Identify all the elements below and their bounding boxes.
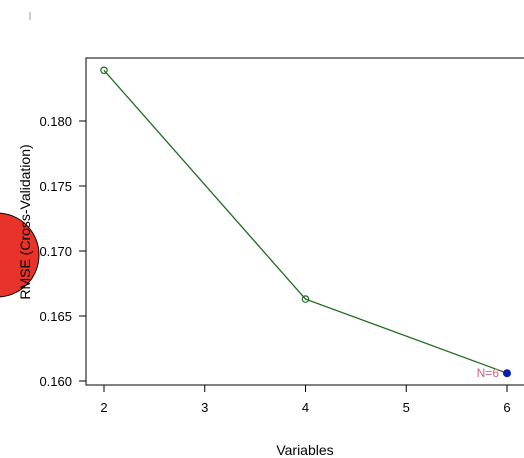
x-tick-label: 3 (201, 400, 208, 415)
highlight-label: N=6 (477, 366, 500, 380)
data-point (301, 295, 310, 303)
y-axis-title: RMSE (Cross-Validation) (17, 144, 33, 299)
series-line-group (103, 69, 508, 374)
y-axis-ticks: 0.160 0.165 0.170 0.175 0.180 (39, 114, 86, 389)
x-tick-label: 5 (403, 400, 410, 415)
y-tick-label: 0.180 (39, 114, 72, 129)
y-tick-label: 0.170 (39, 244, 72, 259)
x-tick-label: 2 (100, 400, 107, 415)
data-point (100, 66, 108, 75)
y-tick-label: 0.165 (39, 309, 72, 324)
x-axis-title: Variables (276, 442, 333, 458)
x-tick-label: 6 (503, 400, 510, 415)
x-tick-label: 4 (302, 400, 309, 415)
x-axis-ticks: 2 3 4 5 6 (100, 385, 511, 415)
data-points (100, 66, 511, 378)
overlay-red-circle (0, 212, 40, 298)
axes (85, 57, 524, 386)
y-tick-label: 0.175 (39, 179, 72, 194)
plot-frame (85, 57, 524, 386)
highlight-point (503, 369, 511, 378)
series-line (103, 69, 508, 374)
y-tick-label: 0.160 (39, 374, 72, 389)
